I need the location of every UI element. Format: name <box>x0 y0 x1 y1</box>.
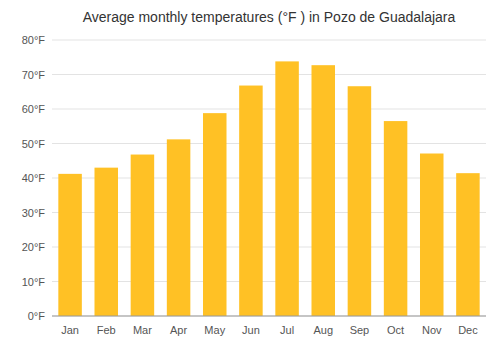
y-tick-label: 20°F <box>22 241 46 253</box>
chart: Average monthly temperatures (°F ) in Po… <box>0 0 500 350</box>
grid-line <box>52 40 486 41</box>
grid-line <box>52 143 486 144</box>
bar <box>420 154 444 316</box>
grid <box>52 40 486 316</box>
x-tick-label: Dec <box>458 324 478 336</box>
title: Average monthly temperatures (°F ) in Po… <box>83 9 456 25</box>
bar <box>131 155 155 316</box>
bar <box>167 139 191 316</box>
x-axis-line <box>52 316 486 317</box>
x-tick-label: Aug <box>313 324 333 336</box>
bar <box>348 86 372 316</box>
bar <box>203 113 227 316</box>
bar <box>275 61 299 316</box>
y-tick-label: 60°F <box>22 103 46 115</box>
bar <box>94 168 118 316</box>
x-tick-label: Oct <box>387 324 404 336</box>
bars <box>58 61 479 316</box>
x-tick-label: Nov <box>422 324 442 336</box>
x-tick-label: Jun <box>242 324 260 336</box>
grid-line <box>52 316 486 317</box>
x-tick-label: Apr <box>170 324 187 336</box>
bar <box>456 173 480 316</box>
bar <box>384 121 408 316</box>
bar <box>58 174 82 316</box>
x-tick-label: Mar <box>133 324 152 336</box>
x-tick-label: Jan <box>61 324 79 336</box>
x-tick-label: May <box>204 324 225 336</box>
y-tick-label: 0°F <box>28 310 46 322</box>
y-tick-label: 50°F <box>22 138 46 150</box>
y-tick-label: 70°F <box>22 69 46 81</box>
bar <box>311 65 335 316</box>
bar <box>239 86 263 316</box>
y-tick-label: 40°F <box>22 172 46 184</box>
y-tick-label: 10°F <box>22 276 46 288</box>
grid-line <box>52 74 486 75</box>
x-tick-label: Sep <box>350 324 370 336</box>
y-tick-label: 30°F <box>22 207 46 219</box>
x-tick-label: Jul <box>280 324 294 336</box>
grid-line <box>52 109 486 110</box>
y-tick-label: 80°F <box>22 34 46 46</box>
x-tick-label: Feb <box>97 324 116 336</box>
